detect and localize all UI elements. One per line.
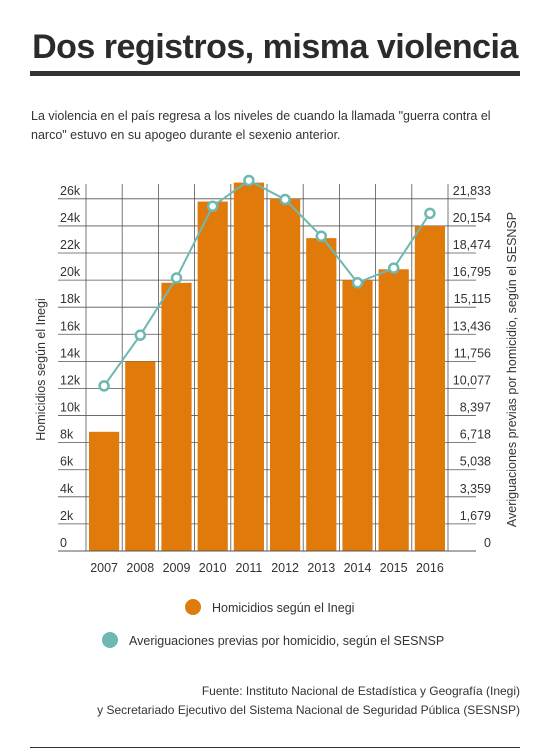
- line-series-sesnsp: [103, 179, 431, 387]
- legend-swatch-bar: [185, 599, 201, 615]
- y-right-tick-label: 16,795: [453, 265, 491, 279]
- y-right-tick-label: 13,436: [453, 319, 491, 333]
- y-right-axis-label: Averiguaciones previas por homicidio, se…: [505, 212, 519, 527]
- line-point-2013: [315, 230, 328, 242]
- x-tick-label: 2012: [271, 561, 299, 575]
- y-left-tick-label: 24k: [60, 211, 81, 225]
- source-line-1: Fuente: Instituto Nacional de Estadístic…: [201, 684, 520, 698]
- x-tick-label: 2014: [344, 561, 372, 575]
- y-left-tick-label: 0: [60, 536, 67, 550]
- y-left-tick-label: 22k: [60, 238, 81, 252]
- line-point-2012: [279, 193, 291, 206]
- y-left-tick-label: 2k: [60, 509, 74, 523]
- y-left-tick-label: 16k: [60, 319, 81, 333]
- y-left-tick-label: 18k: [60, 292, 81, 306]
- bottom-rule: [30, 747, 520, 748]
- chart: 0 2k 4k 6k 8k 10k 12k 14k 16k 18k 20k 22k 24k 26k 0 1,6…: [34, 174, 519, 648]
- y-right-tick-label: 5,038: [460, 455, 491, 469]
- y-right-tick-label: 0: [484, 536, 491, 550]
- legend-label-bar: Homicidios según el Inegi: [212, 601, 354, 615]
- bar-2015: [378, 269, 409, 551]
- y-left-tick-label: 10k: [60, 401, 81, 415]
- y-right-tick-label: 8,397: [460, 401, 491, 415]
- y-right-tick-label: 11,756: [454, 346, 491, 360]
- x-tick-label: 2009: [163, 561, 191, 575]
- bar-2013: [306, 238, 337, 552]
- bar-2007: [89, 431, 120, 551]
- legend-label-line: Averiguaciones previas por homicidio, se…: [129, 634, 444, 648]
- y-left-tick-label: 12k: [60, 373, 81, 387]
- bar-2008: [125, 361, 156, 551]
- line-point-2015: [387, 262, 400, 274]
- y-left-tick-label: 14k: [60, 346, 81, 360]
- y-right-tick-label: 20,154: [453, 211, 491, 225]
- y-left-tick-label: 8k: [60, 428, 74, 442]
- y-right-tick-label: 10,077: [453, 373, 491, 387]
- bar-2011: [233, 182, 264, 551]
- bar-2016: [414, 225, 445, 552]
- bar-2009: [161, 282, 192, 551]
- title-underline: [30, 71, 520, 76]
- line-point-2009: [170, 272, 183, 284]
- x-tick-label: 2007: [90, 561, 118, 575]
- line-point-2014: [351, 277, 364, 289]
- legend-swatch-line: [102, 632, 118, 648]
- chart-title: Dos registros, misma violencia: [32, 28, 518, 66]
- y-right-tick-label: 18,474: [453, 238, 491, 252]
- y-left-tick-label: 4k: [60, 482, 74, 496]
- y-right-tick-label: 3,359: [460, 482, 491, 496]
- x-tick-label: 2015: [380, 561, 408, 575]
- y-left-tick-label: 20k: [60, 265, 81, 279]
- y-left-axis-label: Homicidios según el Inegi: [34, 298, 48, 440]
- x-tick-label: 2010: [199, 561, 227, 575]
- source-note: Fuente: Instituto Nacional de Estadístic…: [97, 682, 520, 720]
- x-tick-label: 2008: [126, 561, 154, 575]
- bar-2010: [197, 201, 228, 551]
- line-point-2008: [134, 329, 147, 341]
- y-left-tick-label: 6k: [60, 455, 74, 469]
- x-tick-label: 2013: [307, 561, 335, 575]
- line-point-2011: [243, 174, 255, 187]
- y-right-tick-label: 6,718: [460, 428, 491, 442]
- x-tick-label: 2016: [416, 561, 444, 575]
- line-point-2010: [206, 200, 219, 213]
- y-right-tick-label: 1,679: [460, 509, 491, 523]
- chart-subtitle: La violencia en el país regresa a los ni…: [31, 109, 491, 142]
- y-right-tick-label: 21,833: [453, 184, 491, 198]
- line-point-2007: [98, 380, 110, 392]
- x-tick-label: 2011: [235, 561, 262, 575]
- source-line-2: y Secretariado Ejecutivo del Sistema Nac…: [97, 703, 520, 717]
- bar-2012: [270, 198, 301, 551]
- bar-2014: [342, 280, 373, 551]
- y-right-tick-label: 15,115: [454, 292, 491, 306]
- y-left-tick-label: 26k: [60, 184, 81, 198]
- line-point-2016: [424, 207, 436, 220]
